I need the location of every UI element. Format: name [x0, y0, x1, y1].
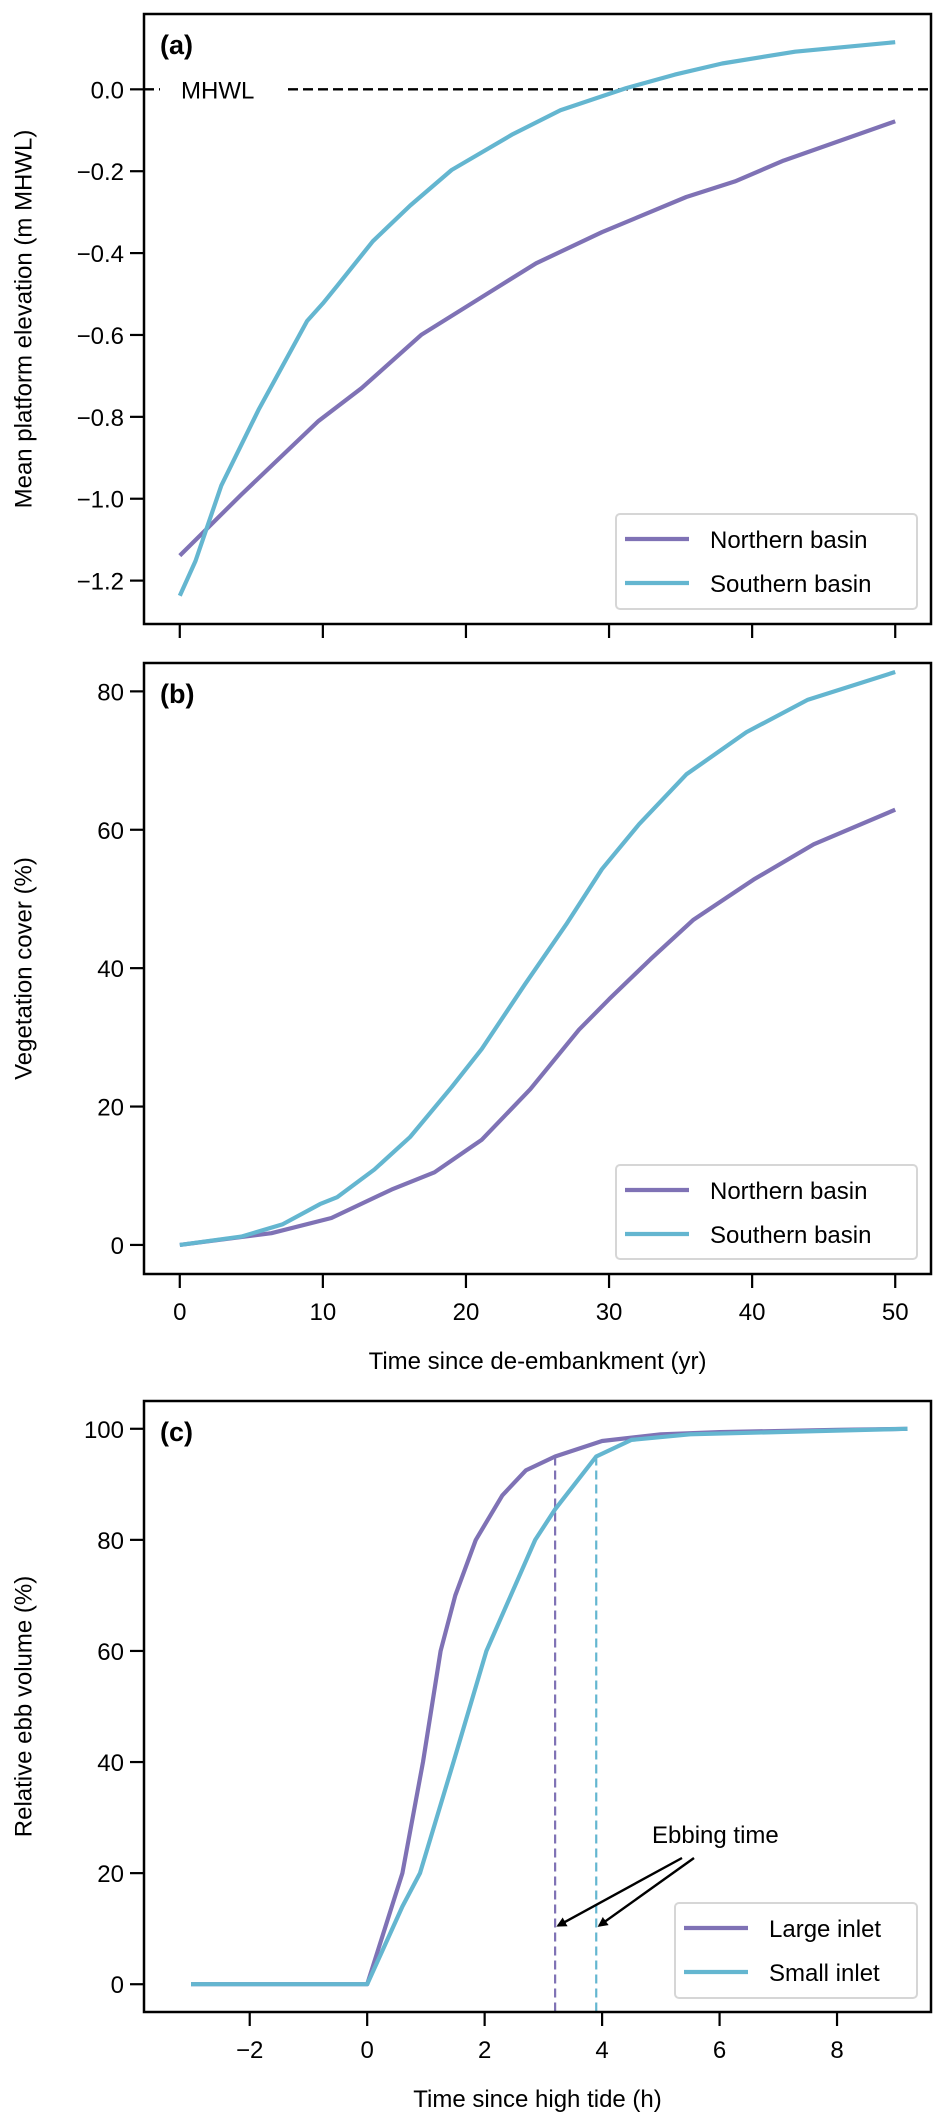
x-tick-label: 10 — [310, 1299, 337, 1326]
series-line-northern-basin — [178, 119, 896, 558]
y-tick-label: 60 — [97, 1639, 124, 1666]
legend-box — [615, 1164, 918, 1260]
legend-entry: Southern basin — [710, 571, 871, 598]
x-axis-label: Time since high tide (h) — [413, 2086, 662, 2113]
series-line-small-inlet — [191, 1426, 908, 1987]
x-tick-label: 0 — [173, 1299, 186, 1326]
panel-label: (b) — [160, 679, 194, 709]
legend: Northern basin Southern basin — [615, 1164, 918, 1260]
x-tick-label: 8 — [830, 2037, 843, 2064]
y-tick-label: 0 — [111, 1233, 124, 1260]
panel-b: 0 10 20 30 40 50 0 20 40 60 80 Vegetation cover (%)… — [11, 661, 933, 1375]
axes-frame — [142, 12, 933, 626]
y-tick-label: −1.2 — [77, 569, 124, 596]
legend: Northern basin Southern basin — [615, 513, 918, 610]
x-tick-label: 40 — [739, 1299, 766, 1326]
y-tick-label: 40 — [97, 956, 124, 983]
annotation-arrow — [597, 1857, 695, 1927]
y-tick-label: 0 — [111, 1972, 124, 1999]
y-axis-label: Relative ebb volume (%) — [11, 1576, 38, 1837]
x-tick-label: −2 — [236, 2037, 263, 2064]
x-axis-label: Time since de-embankment (yr) — [369, 1348, 707, 1375]
legend-entry: Southern basin — [710, 1222, 871, 1249]
series-line-southern-basin — [179, 669, 896, 1247]
panel-label: (c) — [160, 1417, 193, 1447]
x-tick-label: 6 — [713, 2037, 726, 2064]
y-axis-label: Mean platform elevation (m MHWL) — [11, 130, 38, 509]
x-tick-label: 4 — [595, 2037, 608, 2064]
series-line-northern-basin — [179, 807, 897, 1247]
mhwl-label: MHWL — [181, 77, 254, 104]
x-tick-label: 50 — [882, 1299, 909, 1326]
y-tick-label: 20 — [97, 1095, 124, 1122]
legend-entry: Northern basin — [710, 1178, 867, 1205]
legend-entry: Small inlet — [769, 1960, 880, 1987]
x-tick-label: 2 — [478, 2037, 491, 2064]
ebbing-time-annotation: Ebbing time — [652, 1822, 779, 1849]
panel-a: MHWL 0.0 −0.2 −0.4 −0.6 −0.8 −1.0 −1.2 Mean plat… — [11, 12, 933, 638]
y-tick-label: −0.6 — [77, 323, 124, 350]
y-tick-label: 80 — [97, 1528, 124, 1555]
legend-entry: Large inlet — [769, 1916, 881, 1943]
y-tick-label: −0.2 — [77, 159, 124, 186]
y-tick-label: −1.0 — [77, 487, 124, 514]
y-tick-label: −0.8 — [77, 405, 124, 432]
axes-frame — [142, 1399, 933, 2014]
legend-entry: Northern basin — [710, 527, 867, 554]
legend: Large inlet Small inlet — [674, 1902, 918, 1999]
x-tick-label: 30 — [596, 1299, 623, 1326]
series-line-large-inlet — [191, 1426, 908, 1987]
y-tick-label: 20 — [97, 1861, 124, 1888]
y-tick-label: 100 — [84, 1417, 124, 1444]
y-axis-label: Vegetation cover (%) — [11, 857, 38, 1080]
panel-label: (a) — [160, 30, 193, 60]
legend-box — [615, 513, 918, 610]
x-tick-label: 20 — [453, 1299, 480, 1326]
x-tick-label: 0 — [360, 2037, 373, 2064]
y-tick-label: 0.0 — [91, 77, 124, 104]
series-line-southern-basin — [177, 40, 896, 597]
y-tick-label: 40 — [97, 1750, 124, 1777]
y-tick-label: 60 — [97, 818, 124, 845]
y-tick-label: −0.4 — [77, 241, 124, 268]
annotation-arrow — [556, 1856, 683, 1927]
y-tick-label: 80 — [97, 679, 124, 706]
